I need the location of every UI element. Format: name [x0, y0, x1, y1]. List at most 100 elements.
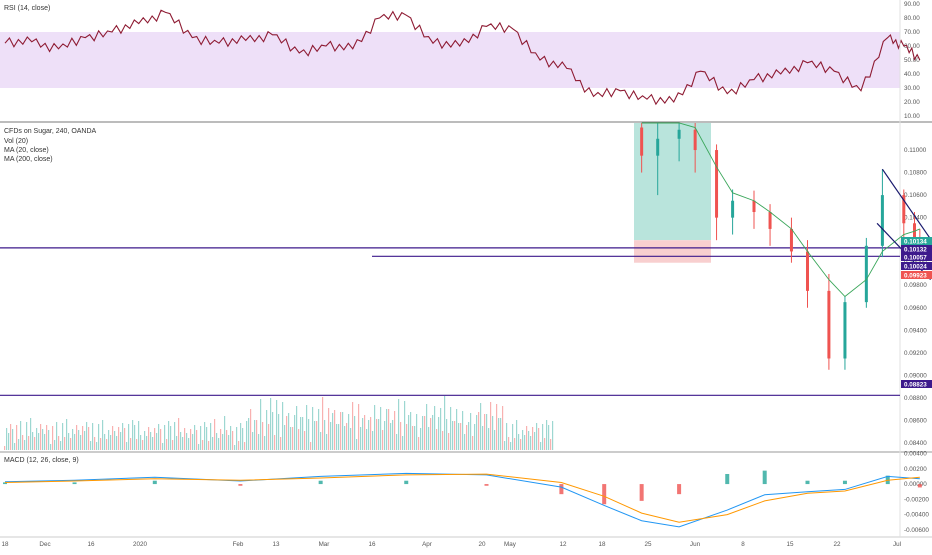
volume-bar	[416, 414, 418, 450]
horizontal-lines[interactable]	[0, 247, 900, 396]
volume-bar	[40, 424, 42, 450]
volume-bar	[192, 434, 194, 450]
volume-bar	[36, 428, 38, 450]
candle-body	[640, 127, 644, 156]
volume-bar	[378, 419, 380, 450]
volume-bar	[468, 422, 470, 450]
volume-bar	[232, 431, 234, 450]
stop-zone[interactable]	[634, 240, 711, 263]
volume-bar	[164, 425, 166, 450]
volume-bar	[106, 439, 108, 450]
volume-bar	[224, 416, 226, 450]
volume-bar	[518, 434, 520, 450]
volume-bar	[478, 412, 480, 450]
volume-bar	[214, 419, 216, 450]
long-position-tool[interactable]	[634, 123, 711, 263]
volume-bar	[306, 405, 308, 450]
volume-bar	[144, 431, 146, 450]
volume-bar	[264, 436, 266, 450]
volume-bar	[476, 415, 478, 450]
volume-bar	[96, 442, 98, 450]
macd-axis: 0.00400 0.00200 0.00000 -0.00200 -0.00400 -0.…	[904, 451, 929, 534]
volume-bar	[226, 430, 228, 450]
date-tick-label: 18	[598, 541, 606, 548]
volume-bar	[444, 396, 446, 450]
volume-bar	[56, 422, 58, 450]
candle-body	[806, 251, 809, 291]
macd-hist-bar	[917, 484, 922, 488]
volume-bar	[184, 428, 186, 450]
volume-bars	[4, 396, 554, 450]
rsi-tick-label: 50.00	[904, 57, 920, 64]
volume-bar	[324, 420, 326, 450]
volume-bar	[516, 420, 518, 450]
macd-pane[interactable]: MACD (12, 26, close, 9) 0.004000.002000.…	[3, 451, 929, 534]
volume-bar	[34, 437, 36, 450]
volume-bar	[116, 436, 118, 450]
volume-bar	[300, 417, 302, 450]
volume-bar	[524, 435, 526, 450]
volume-bar	[114, 431, 116, 450]
volume-bar	[38, 433, 40, 450]
macd-hist-bar	[805, 480, 810, 485]
volume-bar	[174, 422, 176, 450]
volume-bar	[148, 427, 150, 450]
volume-bar	[532, 427, 534, 450]
volume-bar	[250, 409, 252, 450]
volume-bar	[254, 420, 256, 450]
macd-hist-bar	[3, 482, 7, 485]
volume-bar	[474, 424, 476, 450]
volume-bar	[352, 402, 354, 450]
volume-bar	[494, 430, 496, 450]
volume-bar	[470, 413, 472, 450]
volume-bar	[376, 419, 378, 450]
volume-bar	[86, 422, 88, 450]
volume-bar	[412, 426, 414, 450]
volume-bar	[488, 428, 490, 450]
volume-bar	[322, 397, 324, 450]
volume-bar	[4, 446, 6, 450]
macd-tick-label: -0.00200	[904, 496, 929, 503]
volume-bar	[426, 404, 428, 450]
rsi-pane[interactable]: RSI (14, close) 90.00 80.00 70.00 60.00 50.0…	[0, 1, 921, 120]
macd-hist-bar	[602, 484, 607, 505]
volume-bar	[528, 431, 530, 450]
price-pane[interactable]: CFDs on Sugar, 240, OANDA Vol (20) MA (2…	[0, 122, 932, 450]
volume-bar	[242, 428, 244, 450]
volume-bar	[290, 427, 292, 450]
candle-body	[656, 138, 660, 156]
volume-bar	[142, 440, 144, 450]
volume-bar	[172, 440, 174, 450]
volume-bar	[436, 429, 438, 450]
volume-bar	[368, 420, 370, 450]
wedge-upper-line[interactable]	[881, 168, 932, 240]
volume-bar	[234, 445, 236, 450]
volume-bar	[384, 421, 386, 450]
volume-bar	[18, 439, 20, 450]
candle-body	[843, 302, 847, 359]
volume-bar	[408, 415, 410, 450]
volume-bar	[536, 423, 538, 450]
volume-bar	[194, 425, 196, 450]
target-zone[interactable]	[634, 123, 711, 241]
volume-bar	[162, 443, 164, 450]
volume-bar	[140, 435, 142, 450]
candle-body	[693, 129, 697, 151]
price-tick-label: 0.09400	[904, 327, 927, 334]
volume-bar	[6, 428, 8, 450]
date-tick-label: May	[504, 541, 517, 548]
date-tick-label: 16	[87, 541, 95, 548]
volume-bar	[238, 441, 240, 450]
volume-bar	[358, 404, 360, 450]
candle-body	[913, 223, 916, 241]
volume-bar	[438, 417, 440, 450]
candle-body	[752, 200, 756, 213]
volume-bar	[338, 424, 340, 450]
date-tick-label: 12	[559, 541, 567, 548]
volume-bar	[98, 424, 100, 450]
signal-line	[4, 473, 920, 523]
price-tag	[901, 271, 932, 279]
price-tag-label: 0.08823	[904, 381, 927, 388]
